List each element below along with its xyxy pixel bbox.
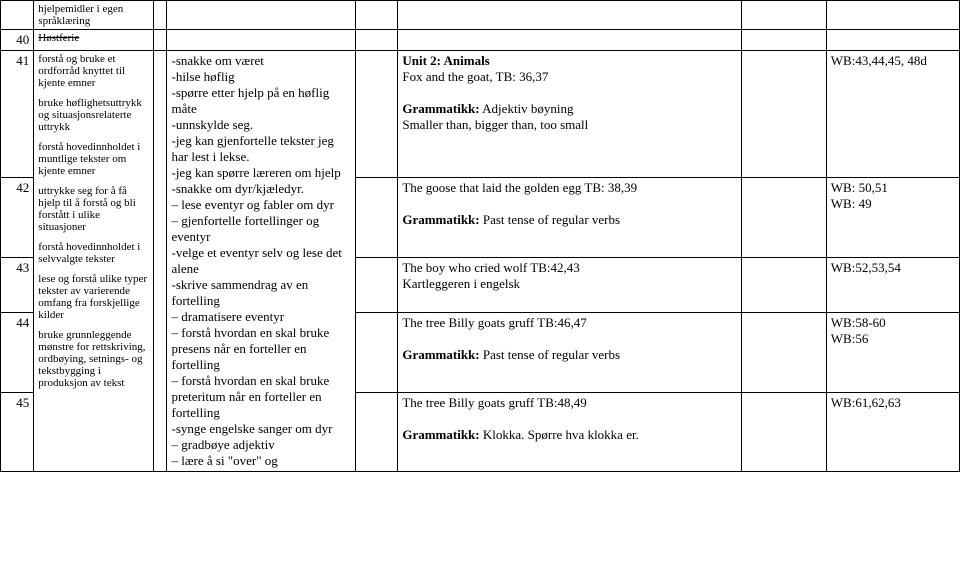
week-num-cell: 43 xyxy=(1,257,34,312)
wb-cell: WB: 50,51 WB: 49 xyxy=(826,178,959,257)
grammar-label: Grammatikk: xyxy=(402,212,479,227)
grammar-label: Grammatikk: xyxy=(402,101,479,116)
empty-cell xyxy=(398,30,742,51)
content-text: Smaller than, bigger than, too small xyxy=(402,117,588,132)
empty-cell xyxy=(356,313,398,392)
content-text: Klokka. Spørre hva klokka er. xyxy=(483,427,639,442)
wb-cell: WB:52,53,54 xyxy=(826,257,959,312)
empty-cell xyxy=(356,30,398,51)
empty-cell xyxy=(167,30,356,51)
goal-paragraph: forstå og bruke et ordforråd knyttet til… xyxy=(38,53,149,89)
content-cell: Unit 2: Animals Fox and the goat, TB: 36… xyxy=(398,51,742,178)
empty-cell xyxy=(398,1,742,30)
wb-cell: WB:58-60 WB:56 xyxy=(826,313,959,392)
content-text: Adjektiv bøyning xyxy=(482,101,573,116)
content-text: Fox and the goat, TB: 36,37 xyxy=(402,69,548,84)
unit-title: Unit 2: Animals xyxy=(402,53,489,68)
empty-cell xyxy=(826,1,959,30)
wb-cell: WB:43,44,45, 48d xyxy=(826,51,959,178)
curriculum-table: hjelpemidler i egen språklæring 40 Høstf… xyxy=(0,0,960,472)
table-row: 40 Høstferie xyxy=(1,30,960,51)
content-text: The tree Billy goats gruff TB:46,47 xyxy=(402,315,586,330)
empty-cell xyxy=(742,313,826,392)
week-num-cell: 41 xyxy=(1,51,34,178)
grammar-label: Grammatikk: xyxy=(402,347,479,362)
goal-paragraph: bruke grunnleggende mønstre for rettskri… xyxy=(38,329,149,389)
week-num-cell xyxy=(1,1,34,30)
activities-cell: -snakke om været -hilse høflig -spørre e… xyxy=(167,51,356,472)
goal-paragraph: uttrykke seg for å få hjelp til å forstå… xyxy=(38,185,149,233)
content-cell: The tree Billy goats gruff TB:46,47 Gram… xyxy=(398,313,742,392)
empty-cell xyxy=(356,257,398,312)
empty-cell xyxy=(742,1,826,30)
week-num-cell: 40 xyxy=(1,30,34,51)
empty-cell xyxy=(154,30,167,51)
goal-paragraph: forstå hovedinnholdet i selvvalgte tekst… xyxy=(38,241,149,265)
empty-cell xyxy=(742,30,826,51)
table-row: 41 forstå og bruke et ordforråd knyttet … xyxy=(1,51,960,178)
content-cell: The tree Billy goats gruff TB:48,49 Gram… xyxy=(398,392,742,471)
content-text: Past tense of regular verbs xyxy=(483,212,620,227)
week-num-cell: 45 xyxy=(1,392,34,471)
grammar-label: Grammatikk: xyxy=(402,427,479,442)
wb-cell: WB:61,62,63 xyxy=(826,392,959,471)
empty-cell xyxy=(154,51,167,472)
empty-cell xyxy=(826,30,959,51)
goals-cell-merged: forstå og bruke et ordforråd knyttet til… xyxy=(34,51,154,472)
goals-cell: hjelpemidler i egen språklæring xyxy=(34,1,154,30)
empty-cell xyxy=(742,392,826,471)
content-cell: The goose that laid the golden egg TB: 3… xyxy=(398,178,742,257)
holiday-label: Høstferie xyxy=(38,32,79,44)
empty-cell xyxy=(356,1,398,30)
table-row: hjelpemidler i egen språklæring xyxy=(1,1,960,30)
empty-cell xyxy=(356,51,398,178)
content-text: The tree Billy goats gruff TB:48,49 xyxy=(402,395,586,410)
empty-cell xyxy=(742,178,826,257)
empty-cell xyxy=(356,392,398,471)
week-num-cell: 44 xyxy=(1,313,34,392)
goal-paragraph: bruke høflighetsuttrykk og situasjonsrel… xyxy=(38,97,149,133)
goals-cell: Høstferie xyxy=(34,30,154,51)
week-num-cell: 42 xyxy=(1,178,34,257)
content-text: Past tense of regular verbs xyxy=(483,347,620,362)
goal-paragraph: lese og forstå ulike typer tekster av va… xyxy=(38,273,149,321)
empty-cell xyxy=(742,257,826,312)
content-text: The goose that laid the golden egg TB: 3… xyxy=(402,180,637,195)
empty-cell xyxy=(154,1,167,30)
empty-cell xyxy=(742,51,826,178)
empty-cell xyxy=(167,1,356,30)
content-cell: The boy who cried wolf TB:42,43 Kartlegg… xyxy=(398,257,742,312)
empty-cell xyxy=(356,178,398,257)
goal-paragraph: forstå hovedinnholdet i muntlige tekster… xyxy=(38,141,149,177)
